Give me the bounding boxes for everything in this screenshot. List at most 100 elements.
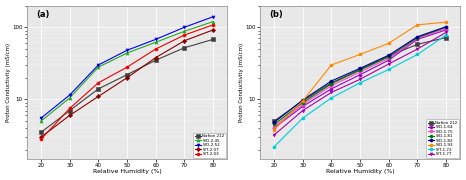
S/T-2.07 bbox=[210, 29, 216, 31]
S/D-1.82 bbox=[271, 121, 277, 123]
S/T-2.07 bbox=[182, 40, 187, 42]
S/T-2.03 bbox=[153, 48, 158, 50]
S/T-2.07 bbox=[96, 95, 101, 98]
S/T-1.72 bbox=[415, 53, 420, 56]
S/D-1.82 bbox=[443, 26, 449, 28]
Nafion 212 bbox=[300, 100, 305, 102]
S/D-1.81 bbox=[415, 37, 420, 39]
Nafion 212 bbox=[124, 74, 130, 76]
Legend: Nafion 212, S/D-2.45, S/D-2.52, S/T-2.07, S/T-2.03: Nafion 212, S/D-2.45, S/D-2.52, S/T-2.07… bbox=[193, 133, 226, 158]
Y-axis label: Proton Conductivity (mS/cm): Proton Conductivity (mS/cm) bbox=[6, 43, 11, 122]
S/T-1.72 bbox=[386, 68, 391, 71]
S/D-2.52 bbox=[67, 94, 72, 96]
S/D-1.93 bbox=[271, 129, 277, 131]
S/T-2.07 bbox=[124, 77, 130, 79]
S/D-2.45 bbox=[38, 120, 44, 122]
S/D-2.45 bbox=[67, 97, 72, 99]
S/D-1.82 bbox=[300, 99, 305, 101]
S/T-1.77 bbox=[329, 91, 334, 94]
S/T-1.72 bbox=[329, 97, 334, 99]
S/D-2.52 bbox=[38, 117, 44, 119]
S/D-2.52 bbox=[182, 26, 187, 28]
S/T-2.03 bbox=[96, 82, 101, 84]
Line: S/D-1.81: S/D-1.81 bbox=[273, 26, 448, 126]
S/D-1.75 bbox=[271, 125, 277, 128]
S/D-1.75 bbox=[357, 71, 363, 73]
S/D-1.75 bbox=[386, 57, 391, 60]
Line: S/D-2.52: S/D-2.52 bbox=[40, 15, 215, 120]
X-axis label: Relative Humidity (%): Relative Humidity (%) bbox=[326, 169, 394, 174]
S/D-1.82 bbox=[329, 80, 334, 82]
S/T-1.77 bbox=[415, 48, 420, 50]
S/D-1.81 bbox=[329, 83, 334, 85]
S/D-1.93 bbox=[357, 53, 363, 56]
S/T-2.07 bbox=[67, 114, 72, 116]
S/D-2.45 bbox=[124, 52, 130, 54]
Text: (a): (a) bbox=[37, 10, 50, 19]
S/D-1.64 bbox=[357, 74, 363, 76]
S/D-1.93 bbox=[300, 100, 305, 102]
S/D-1.75 bbox=[415, 37, 420, 40]
Nafion 212 bbox=[182, 47, 187, 49]
S/T-1.77 bbox=[300, 110, 305, 112]
S/D-2.45 bbox=[96, 66, 101, 68]
S/T-1.77 bbox=[271, 134, 277, 136]
Nafion 212 bbox=[96, 88, 101, 90]
Line: S/D-1.93: S/D-1.93 bbox=[273, 21, 448, 131]
S/T-1.77 bbox=[357, 78, 363, 80]
Nafion 212 bbox=[443, 37, 449, 39]
Line: S/T-2.03: S/T-2.03 bbox=[40, 23, 215, 141]
S/T-1.72 bbox=[271, 146, 277, 148]
S/D-2.45 bbox=[153, 41, 158, 43]
S/T-1.72 bbox=[357, 82, 363, 84]
S/D-1.82 bbox=[415, 36, 420, 38]
S/T-1.77 bbox=[443, 31, 449, 33]
S/T-2.03 bbox=[124, 66, 130, 68]
S/T-2.03 bbox=[182, 34, 187, 36]
Nafion 212 bbox=[153, 59, 158, 61]
S/D-2.52 bbox=[96, 64, 101, 66]
S/D-1.82 bbox=[357, 67, 363, 69]
S/D-1.81 bbox=[271, 123, 277, 125]
S/D-1.93 bbox=[443, 21, 449, 23]
S/T-2.03 bbox=[38, 138, 44, 140]
S/D-1.64 bbox=[415, 38, 420, 40]
S/D-1.81 bbox=[300, 102, 305, 104]
S/D-1.81 bbox=[386, 56, 391, 58]
Nafion 212 bbox=[271, 120, 277, 122]
S/D-1.64 bbox=[271, 127, 277, 129]
Line: S/T-1.72: S/T-1.72 bbox=[273, 33, 448, 148]
Nafion 212 bbox=[386, 55, 391, 57]
Nafion 212 bbox=[67, 110, 72, 112]
Line: S/D-1.64: S/D-1.64 bbox=[273, 28, 448, 130]
S/T-1.72 bbox=[300, 117, 305, 119]
S/D-2.52 bbox=[153, 38, 158, 40]
S/D-1.81 bbox=[443, 26, 449, 28]
S/T-2.03 bbox=[210, 24, 216, 26]
Nafion 212 bbox=[415, 43, 420, 45]
S/T-2.03 bbox=[67, 107, 72, 110]
Line: Nafion 212: Nafion 212 bbox=[40, 38, 215, 134]
Nafion 212 bbox=[38, 131, 44, 133]
S/D-1.93 bbox=[415, 24, 420, 26]
S/D-1.64 bbox=[443, 29, 449, 31]
S/D-1.64 bbox=[386, 59, 391, 61]
Legend: Nafion 212, S/D-1.64, S/D-1.75, S/D-1.81, S/D-1.82, S/D-1.93, S/T-1.72, S/T-1.77: Nafion 212, S/D-1.64, S/D-1.75, S/D-1.81… bbox=[426, 119, 459, 158]
Line: S/T-2.07: S/T-2.07 bbox=[40, 28, 215, 139]
S/D-1.82 bbox=[386, 54, 391, 56]
S/D-2.45 bbox=[210, 21, 216, 23]
Y-axis label: Proton Conductivity (mS/cm): Proton Conductivity (mS/cm) bbox=[239, 43, 244, 122]
Line: S/D-2.45: S/D-2.45 bbox=[40, 20, 215, 123]
S/D-1.64 bbox=[329, 88, 334, 90]
S/T-2.07 bbox=[38, 136, 44, 138]
Nafion 212 bbox=[329, 82, 334, 84]
Nafion 212 bbox=[210, 38, 216, 40]
S/T-2.07 bbox=[153, 57, 158, 59]
S/D-1.75 bbox=[329, 85, 334, 87]
S/D-1.75 bbox=[443, 28, 449, 30]
S/D-1.93 bbox=[386, 42, 391, 44]
S/D-1.93 bbox=[329, 64, 334, 66]
S/T-1.77 bbox=[386, 63, 391, 65]
Nafion 212 bbox=[357, 68, 363, 71]
S/D-1.75 bbox=[300, 103, 305, 106]
